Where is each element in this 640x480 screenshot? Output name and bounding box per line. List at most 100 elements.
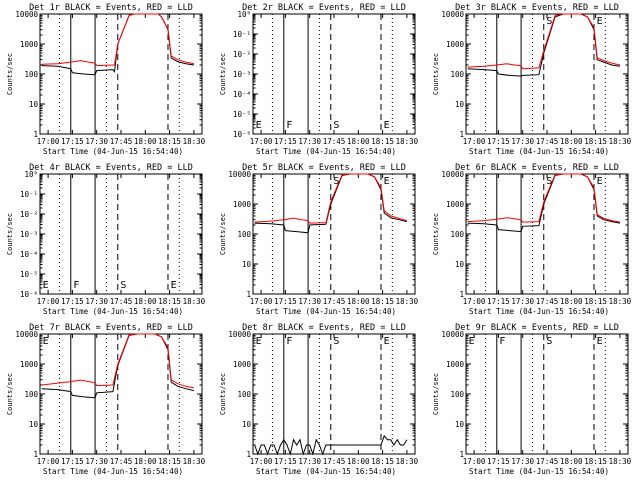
panel-title: Det 3r BLACK = Events, RED = LLD (455, 3, 619, 13)
x-tick-label: 18:15 (158, 457, 181, 466)
y-tick-label: 10⁻¹ (233, 30, 251, 39)
x-tick-label: 17:30 (511, 137, 534, 146)
x-axis-label: Start Time (04-Jun-15 16:54:40) (256, 467, 396, 476)
x-tick-label: 18:30 (396, 137, 419, 146)
y-axis-label: Counts/sec (432, 53, 440, 95)
panel-title: Det 4r BLACK = Events, RED = LLD (29, 163, 193, 173)
y-tick-label: 10 (455, 420, 465, 429)
panel-title: Det 9r BLACK = Events, RED = LLD (455, 323, 619, 333)
panel-title: Det 6r BLACK = Events, RED = LLD (455, 163, 619, 173)
y-tick-label: 10000 (441, 330, 464, 339)
plot-frame (252, 13, 416, 135)
y-tick-label: 10 (29, 100, 39, 109)
y-tick-label: 1000 (20, 360, 39, 369)
plot-frame (465, 333, 629, 455)
x-tick-label: 17:00 (463, 137, 486, 146)
x-tick-label: 17:45 (323, 137, 346, 146)
plot-frame (465, 13, 629, 135)
x-axis-label: Start Time (04-Jun-15 16:54:40) (43, 307, 183, 316)
x-tick-label: 18:30 (183, 457, 206, 466)
x-tick-label: 17:45 (110, 137, 133, 146)
x-tick-label: 17:45 (536, 297, 559, 306)
series-lld-line (467, 173, 620, 223)
x-tick-label: 17:30 (511, 457, 534, 466)
y-axis-label: Counts/sec (6, 53, 14, 95)
y-tick-label: 1000 (446, 40, 465, 49)
plot-frame (39, 13, 203, 135)
event-marker-label: S (333, 176, 339, 187)
y-tick-label: 10000 (441, 10, 464, 19)
event-marker-label: E (384, 120, 390, 131)
x-axis-label: Start Time (04-Jun-15 16:54:40) (43, 467, 183, 476)
event-marker-label: S (546, 176, 552, 187)
x-tick-label: 18:15 (371, 137, 394, 146)
x-tick-label: 18:15 (371, 457, 394, 466)
x-axis-label: Start Time (04-Jun-15 16:54:40) (43, 147, 183, 156)
x-axis-label: Start Time (04-Jun-15 16:54:40) (469, 147, 609, 156)
event-marker-label: E (597, 16, 603, 27)
x-tick-label: 17:15 (487, 137, 510, 146)
plot-frame (39, 173, 203, 295)
x-tick-label: 18:30 (396, 457, 419, 466)
event-marker-label: E (384, 336, 390, 347)
x-axis-label: Start Time (04-Jun-15 16:54:40) (469, 307, 609, 316)
x-tick-label: 17:45 (536, 137, 559, 146)
x-tick-label: 18:00 (134, 137, 157, 146)
y-tick-label: 100 (237, 230, 251, 239)
x-tick-label: 18:15 (584, 297, 607, 306)
x-tick-label: 18:00 (347, 297, 370, 306)
y-tick-label: 1000 (446, 200, 465, 209)
event-marker-label: F (286, 336, 292, 347)
y-tick-label: 100 (24, 70, 38, 79)
panel-title: Det 8r BLACK = Events, RED = LLD (242, 323, 406, 333)
x-tick-label: 17:00 (37, 137, 60, 146)
y-tick-label: 10 (242, 260, 252, 269)
x-tick-label: 18:00 (560, 457, 583, 466)
x-tick-label: 17:00 (37, 297, 60, 306)
y-tick-label: 100 (450, 390, 464, 399)
x-tick-label: 17:15 (274, 297, 297, 306)
x-tick-label: 18:15 (158, 297, 181, 306)
y-axis-label: Counts/sec (219, 213, 227, 255)
x-tick-label: 17:00 (250, 137, 273, 146)
x-tick-label: 17:00 (37, 457, 60, 466)
x-tick-label: 17:30 (298, 137, 321, 146)
x-axis-label: Start Time (04-Jun-15 16:54:40) (256, 307, 396, 316)
y-tick-label: 10⁰ (24, 170, 38, 179)
y-tick-label: 10000 (228, 170, 251, 179)
panel-2: Det 2r BLACK = Events, RED = LLD 17:00 17:… (219, 3, 419, 156)
y-tick-label: 10000 (228, 330, 251, 339)
event-marker-label: S (546, 336, 552, 347)
x-tick-label: 18:15 (371, 297, 394, 306)
x-tick-label: 18:30 (396, 297, 419, 306)
event-marker-label: E (256, 336, 262, 347)
x-tick-label: 17:15 (61, 137, 84, 146)
event-marker-label: S (333, 120, 339, 131)
y-tick-label: 10⁻⁶ (233, 130, 251, 139)
event-marker-label: E (43, 336, 49, 347)
panel-title: Det 2r BLACK = Events, RED = LLD (242, 3, 406, 13)
x-tick-label: 17:00 (250, 297, 273, 306)
y-tick-label: 1000 (233, 360, 252, 369)
event-marker-label: S (333, 336, 339, 347)
x-axis-label: Start Time (04-Jun-15 16:54:40) (256, 147, 396, 156)
y-tick-label: 10⁻⁴ (20, 250, 38, 259)
x-tick-label: 18:00 (134, 457, 157, 466)
y-tick-label: 100 (450, 70, 464, 79)
y-tick-label: 10⁻¹ (20, 190, 38, 199)
event-marker-label: E (469, 336, 475, 347)
y-tick-label: 1 (33, 130, 38, 139)
y-tick-label: 10 (242, 420, 252, 429)
event-marker-label: E (597, 336, 603, 347)
y-tick-label: 10⁻³ (233, 70, 251, 79)
x-tick-label: 17:30 (85, 297, 108, 306)
y-axis-label: Counts/sec (432, 213, 440, 255)
x-tick-label: 17:45 (110, 457, 133, 466)
x-tick-label: 18:15 (158, 137, 181, 146)
